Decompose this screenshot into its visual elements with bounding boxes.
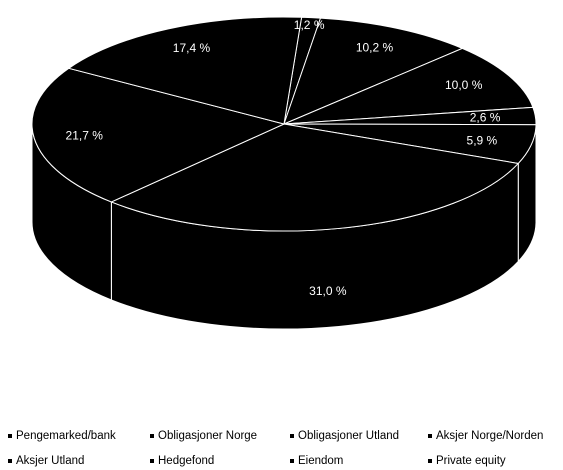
legend-item-obligasjoner-norge: Obligasjoner Norge [150,430,257,442]
data-label: 2,6 % [470,111,501,125]
legend-swatch-icon [428,459,432,463]
legend-item-aksjer-norge-norden: Aksjer Norge/Norden [428,430,543,442]
pie-chart: 1,2 % 10,2 % 10,0 % 2,6 % 5,9 % 31,0 % 21,7 % 1… [0,0,563,420]
chart-legend: Pengemarked/bank Obligasjoner Norge Obli… [0,426,563,470]
legend-label: Aksjer Norge/Norden [436,430,543,442]
legend-label: Obligasjoner Utland [298,430,399,442]
legend-swatch-icon [428,434,432,438]
data-label: 31,0 % [309,284,347,298]
legend-label: Eiendom [298,455,343,467]
data-label: 17,4 % [173,41,211,55]
legend-item-obligasjoner-utland: Obligasjoner Utland [290,430,399,442]
legend-swatch-icon [290,434,294,438]
legend-label: Pengemarked/bank [16,430,116,442]
data-label: 10,0 % [445,78,483,92]
legend-item-hedgefond: Hedgefond [150,455,214,467]
data-label: 21,7 % [66,128,104,142]
legend-label: Obligasjoner Norge [158,430,257,442]
data-label: 10,2 % [356,41,394,55]
legend-swatch-icon [150,434,154,438]
legend-swatch-icon [8,434,12,438]
legend-swatch-icon [8,459,12,463]
legend-item-private-equity: Private equity [428,455,506,467]
legend-item-eiendom: Eiendom [290,455,343,467]
legend-swatch-icon [150,459,154,463]
pie-slices [32,17,536,329]
data-label: 5,9 % [467,133,498,147]
legend-label: Hedgefond [158,455,214,467]
legend-item-pengemarked: Pengemarked/bank [8,430,116,442]
legend-label: Aksjer Utland [16,455,84,467]
legend-label: Private equity [436,455,506,467]
legend-swatch-icon [290,459,294,463]
legend-item-aksjer-utland: Aksjer Utland [8,455,84,467]
data-label: 1,2 % [294,18,325,32]
